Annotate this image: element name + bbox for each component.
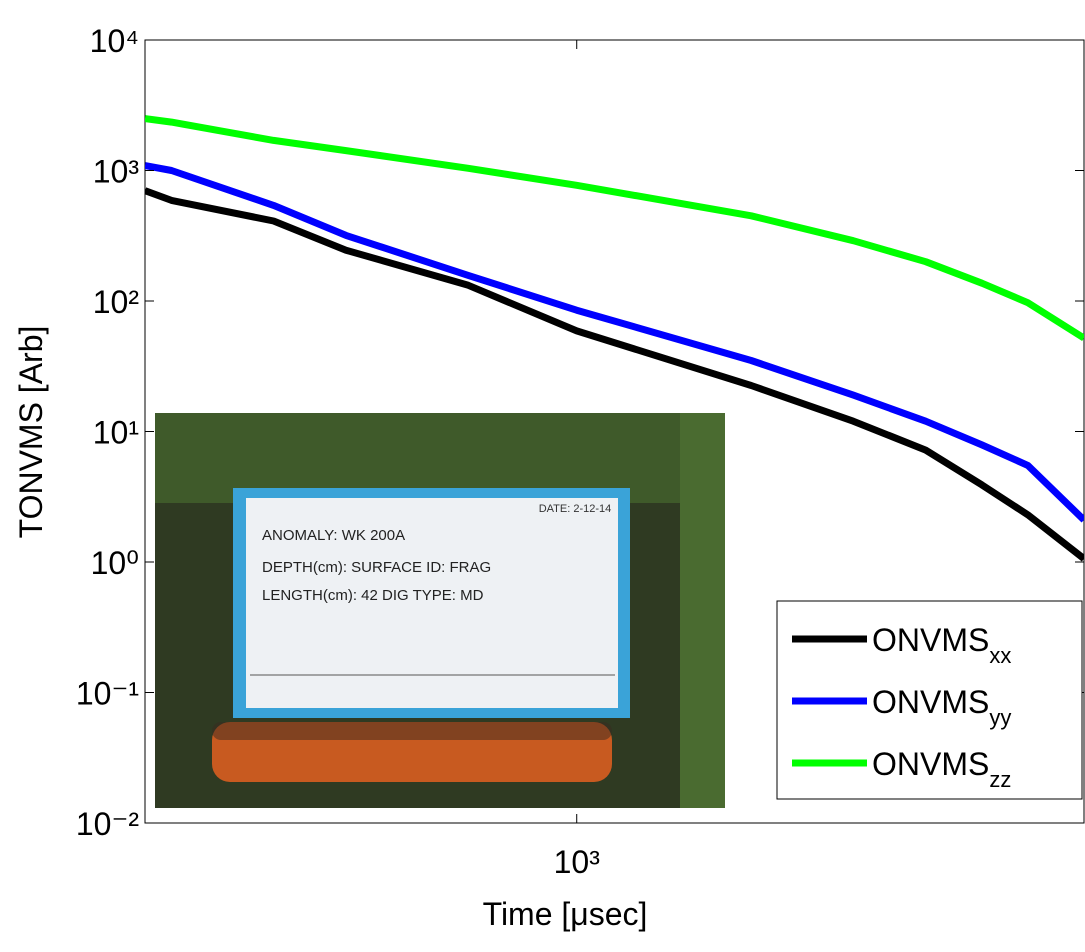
- board-text: LENGTH(cm): 42 DIG TYPE: MD: [262, 587, 484, 604]
- y-tick-label: 10²: [93, 284, 140, 320]
- series-line: [145, 115, 1084, 342]
- y-tick-label: 10⁻¹: [76, 676, 139, 712]
- legend-label: ONVMSyy: [872, 684, 1011, 730]
- legend-label: ONVMSxx: [872, 622, 1011, 668]
- legend-name: ONVMS: [872, 746, 989, 782]
- inset-photo: DATE: 2-12-14 ANOMALY: WK 200A DEPTH(cm)…: [155, 413, 725, 808]
- board-date: DATE: 2-12-14: [539, 503, 612, 515]
- legend-subscript: yy: [989, 705, 1011, 730]
- y-tick-label: 10¹: [93, 415, 139, 451]
- y-tick-label: 10⁻²: [76, 806, 139, 842]
- y-tick-label: 10⁴: [90, 23, 139, 59]
- y-tick-label: 10³: [93, 154, 140, 190]
- legend-label: ONVMSzz: [872, 746, 1011, 792]
- photo-foliage: [680, 413, 725, 808]
- y-tick-label: 10⁰: [91, 545, 139, 581]
- x-tick-label: 10³: [554, 844, 601, 880]
- legend-name: ONVMS: [872, 684, 989, 720]
- y-axis-label: TONVMS [Arb]: [13, 326, 49, 539]
- series-line: [145, 187, 1084, 562]
- board-text: DEPTH(cm): SURFACE ID: FRAG: [262, 559, 491, 576]
- legend-subscript: zz: [989, 767, 1011, 792]
- board: [246, 498, 618, 708]
- photo-pipe-shadow: [212, 722, 612, 740]
- board-text: ANOMALY: WK 200A: [262, 527, 405, 544]
- legend-name: ONVMS: [872, 622, 989, 658]
- legend-subscript: xx: [989, 643, 1011, 668]
- series-line: [145, 162, 1084, 523]
- x-axis-label: Time [μsec]: [483, 896, 648, 932]
